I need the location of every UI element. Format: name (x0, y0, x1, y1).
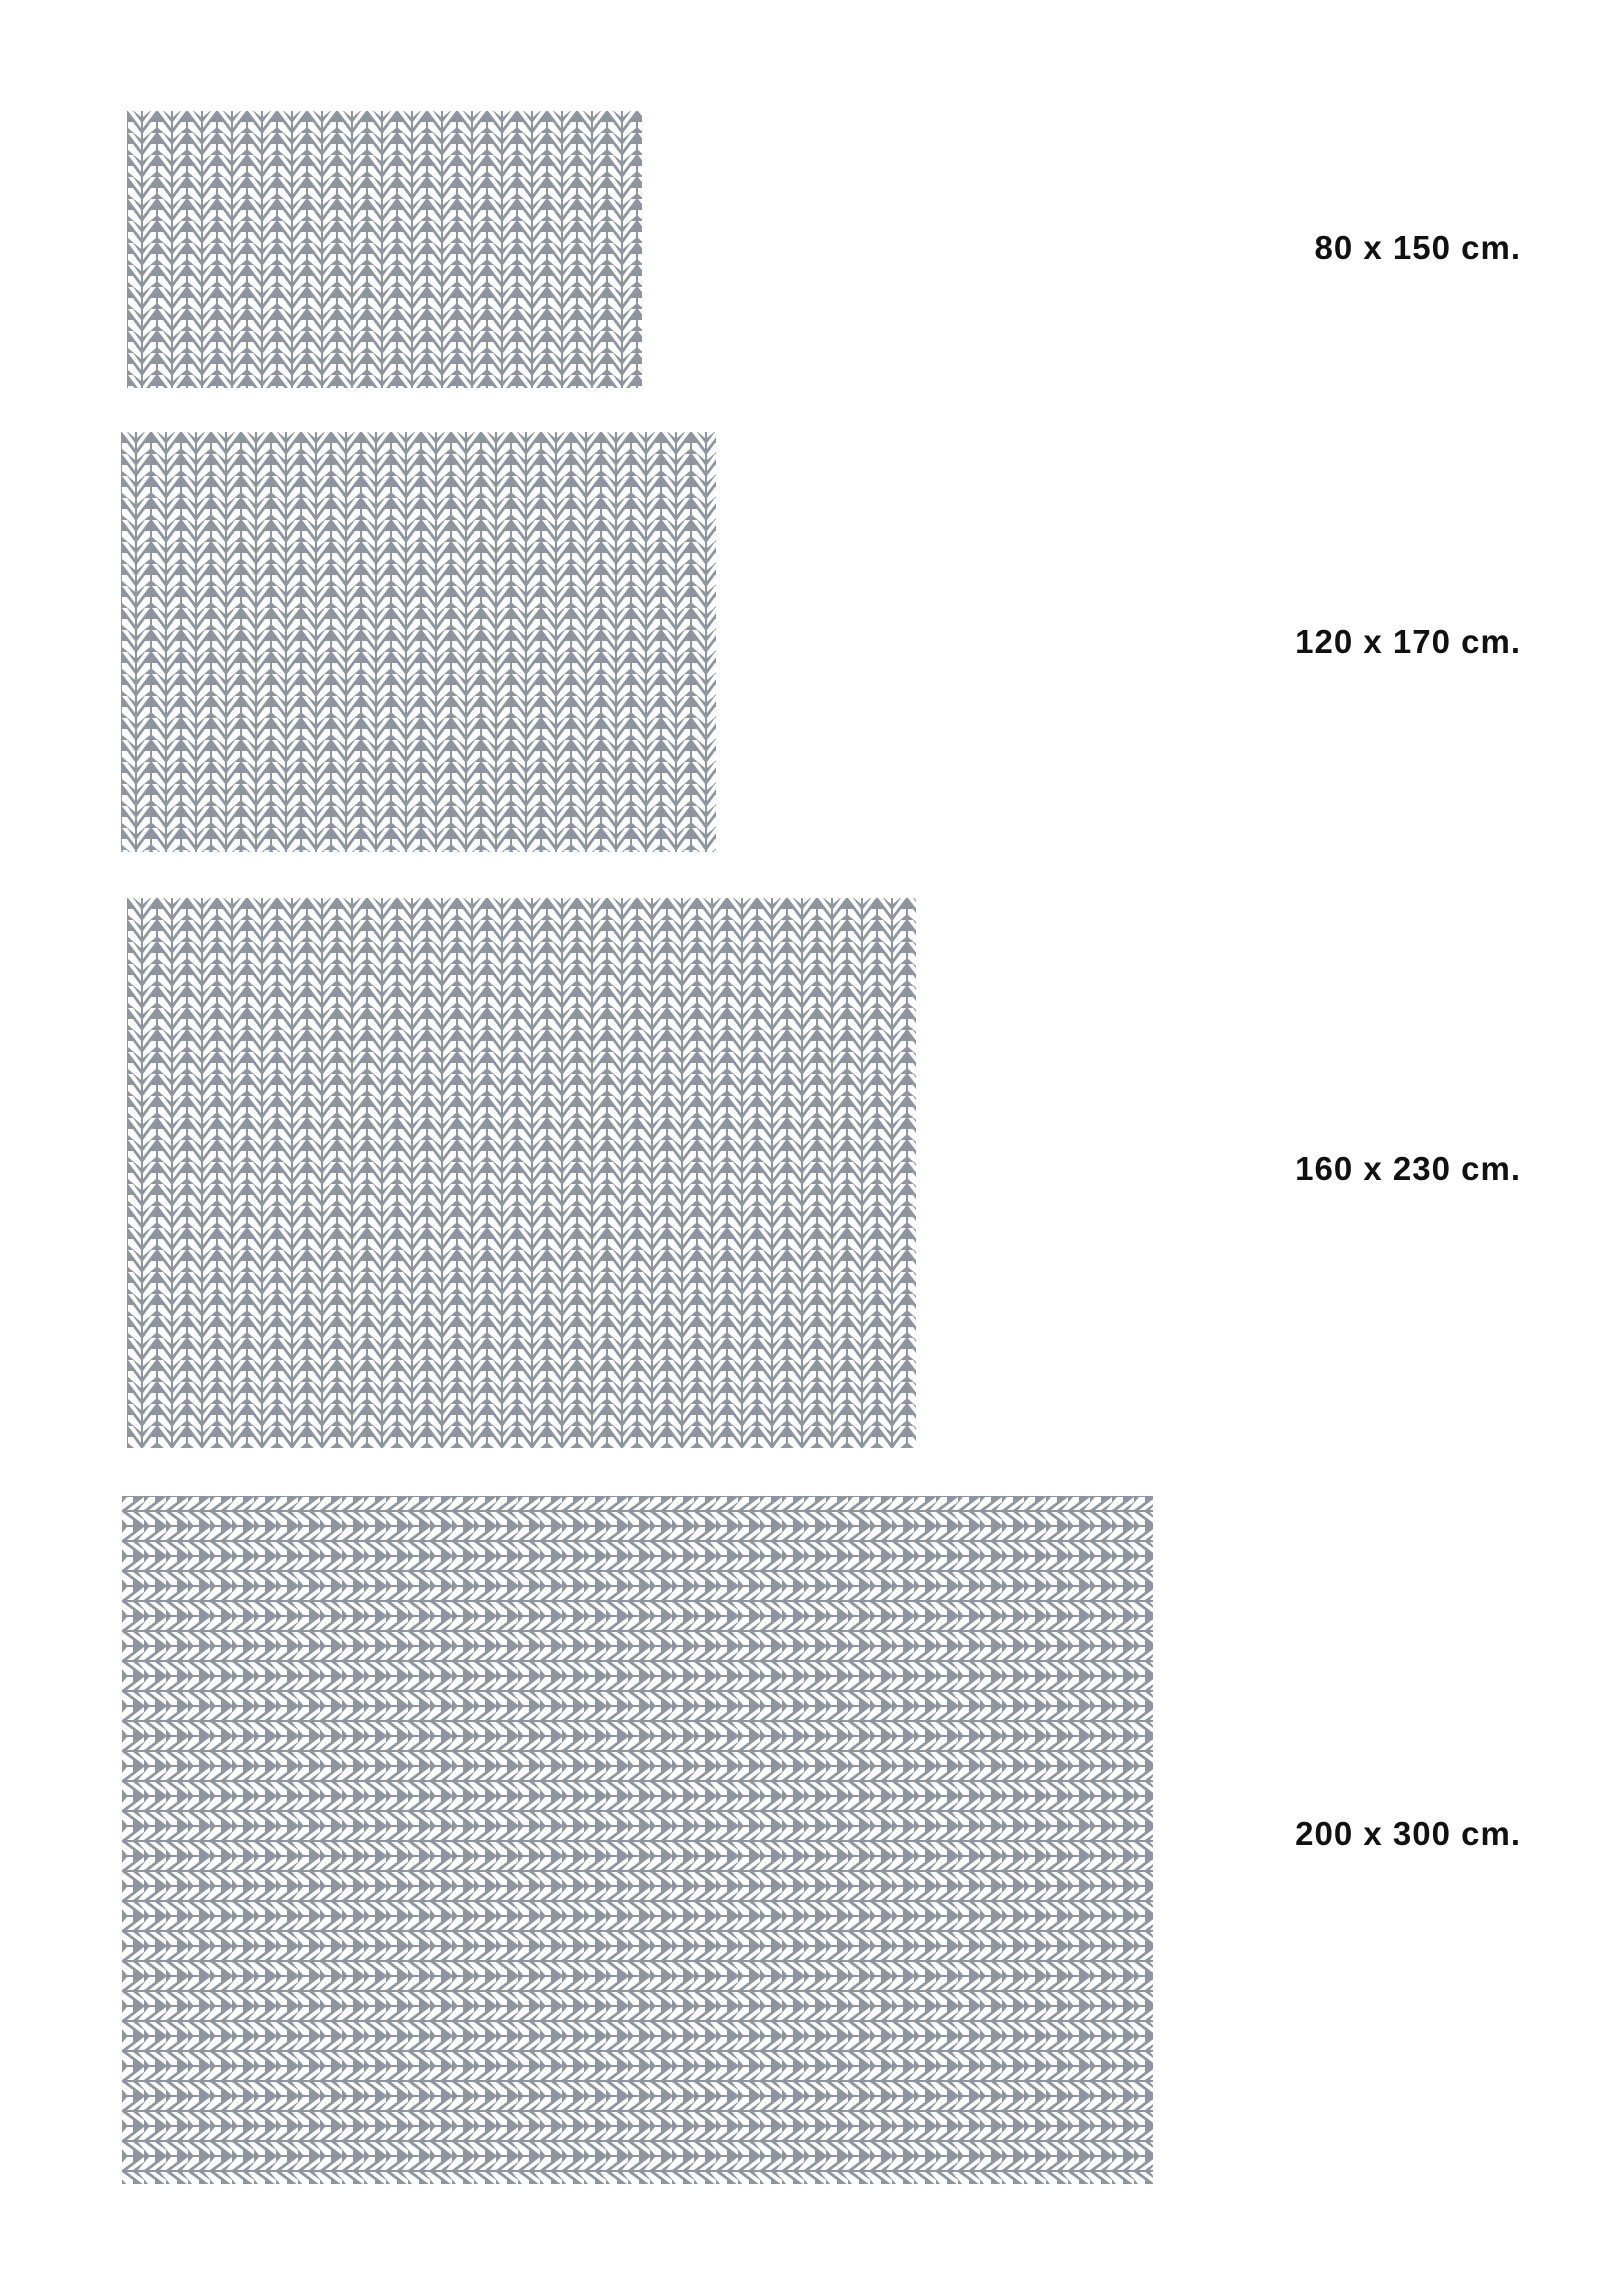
rug-size-label: 200 x 300 cm. (1295, 1815, 1521, 1852)
rug-80x150 (127, 111, 642, 388)
rug-200x300 (122, 1496, 1153, 2184)
rug-size-label: 160 x 230 cm. (1295, 1150, 1521, 1187)
rug-size-label: 80 x 150 cm. (1314, 229, 1521, 266)
rug-160x230 (127, 898, 916, 1448)
rug-size-label: 120 x 170 cm. (1295, 623, 1521, 660)
rug-120x170 (121, 432, 716, 852)
